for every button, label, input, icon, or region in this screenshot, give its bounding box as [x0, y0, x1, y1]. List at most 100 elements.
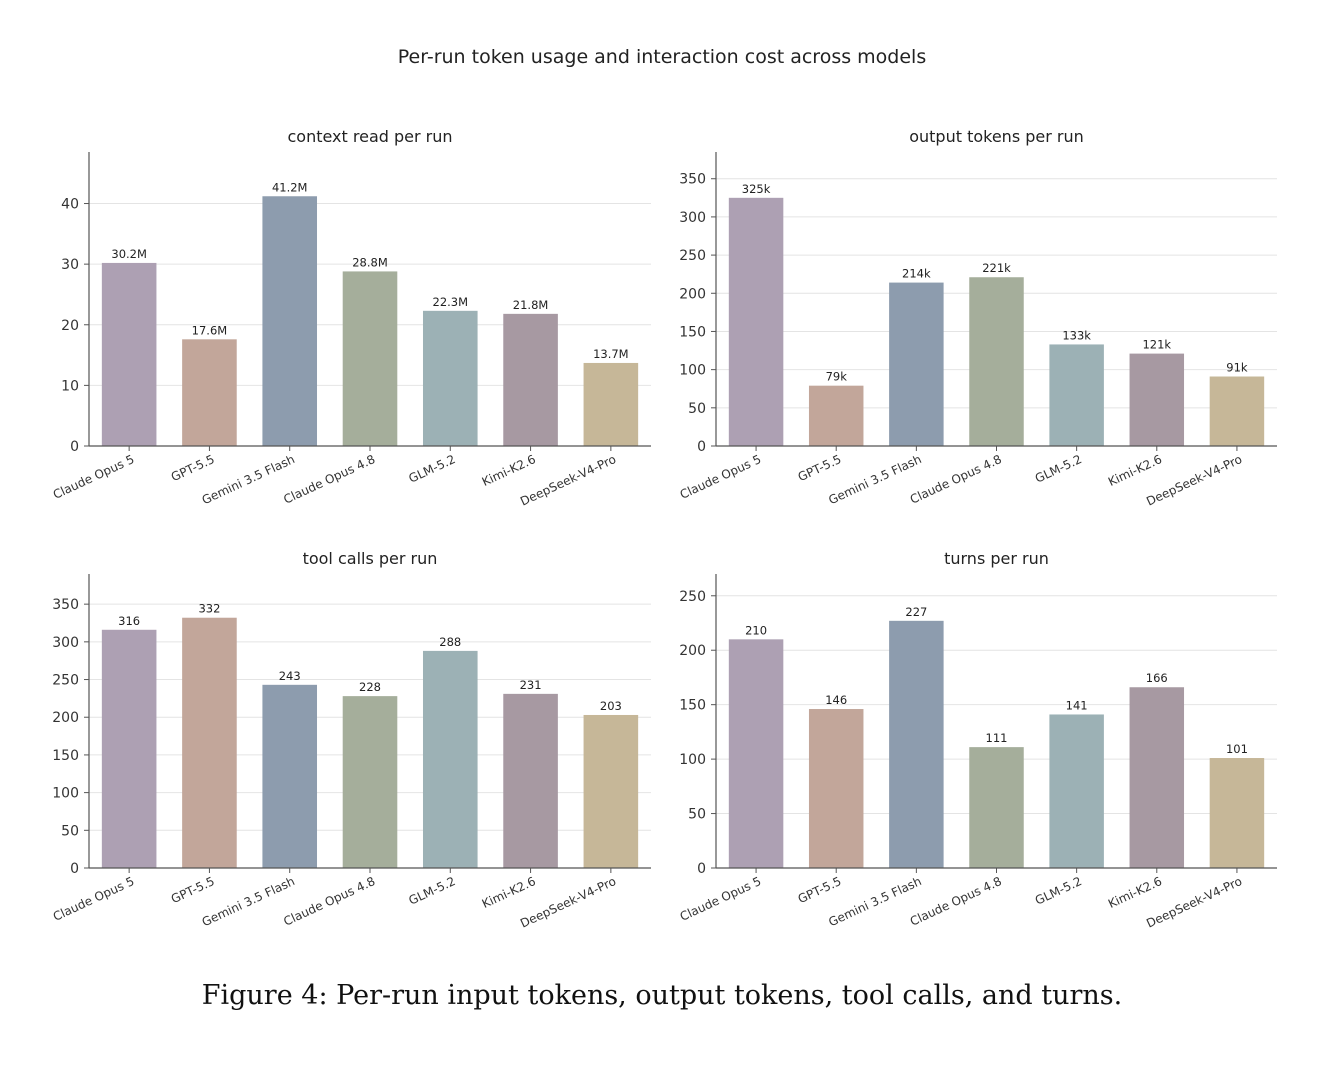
y-tick-label: 100	[679, 363, 706, 379]
data-label: 91k	[1226, 361, 1248, 375]
y-tick-label: 150	[679, 698, 706, 714]
y-tick-label: 200	[679, 286, 706, 302]
y-tick-label: 150	[679, 324, 706, 340]
bar	[342, 271, 398, 446]
y-tick-label: 10	[61, 378, 79, 394]
chart-title: output tokens per run	[909, 127, 1084, 146]
data-label: 316	[118, 614, 140, 628]
x-tick-label: GPT-5.5	[169, 874, 217, 906]
bar	[889, 620, 944, 868]
bar	[422, 310, 478, 446]
data-label: 101	[1226, 742, 1248, 756]
data-label: 332	[198, 602, 220, 616]
x-tick-label: Claude Opus 5	[51, 452, 137, 502]
bar	[1129, 687, 1185, 868]
bar	[342, 696, 398, 868]
x-tick-label: GPT-5.5	[796, 452, 844, 484]
bar	[1209, 376, 1265, 446]
bar	[422, 650, 478, 868]
data-label: 203	[600, 699, 622, 713]
bar	[583, 362, 639, 446]
x-tick-label: Kimi-K2.6	[480, 874, 538, 911]
bar	[182, 617, 237, 868]
bar	[1049, 714, 1104, 868]
data-label: 22.3M	[433, 295, 469, 309]
x-tick-label: GPT-5.5	[796, 874, 844, 906]
charts-canvas: context read per run01020304030.2MClaude…	[51, 127, 1277, 931]
y-tick-label: 150	[52, 748, 79, 764]
data-label: 166	[1146, 671, 1168, 685]
data-label: 13.7M	[593, 347, 629, 361]
y-tick-label: 50	[688, 807, 706, 823]
x-tick-label: GLM-5.2	[407, 452, 458, 486]
data-label: 231	[520, 678, 542, 692]
y-tick-label: 30	[61, 257, 79, 273]
figure-suptitle: Per-run token usage and interaction cost…	[397, 46, 927, 68]
data-label: 28.8M	[352, 255, 388, 269]
data-label: 30.2M	[111, 247, 147, 261]
x-tick-label: Claude Opus 4.8	[908, 452, 1004, 507]
bar	[1209, 758, 1265, 868]
y-tick-label: 100	[52, 786, 79, 802]
x-tick-label: Claude Opus 4.8	[281, 874, 377, 929]
y-tick-label: 0	[697, 439, 706, 455]
data-label: 221k	[982, 261, 1011, 275]
bar	[728, 639, 784, 868]
data-label: 111	[986, 731, 1008, 745]
x-tick-label: Claude Opus 4.8	[908, 874, 1004, 929]
bar	[1129, 353, 1185, 446]
x-tick-label: Kimi-K2.6	[480, 452, 538, 489]
data-label: 325k	[742, 182, 771, 196]
bar	[503, 313, 558, 446]
y-tick-label: 200	[679, 643, 706, 659]
data-label: 121k	[1142, 338, 1171, 352]
y-tick-label: 100	[679, 752, 706, 768]
x-tick-label: GLM-5.2	[407, 874, 458, 908]
data-label: 227	[905, 605, 927, 619]
chart-title: turns per run	[944, 549, 1049, 568]
bar	[808, 709, 864, 868]
chart-title: tool calls per run	[303, 549, 438, 568]
data-label: 133k	[1062, 328, 1091, 342]
y-tick-label: 20	[61, 318, 79, 334]
bar	[889, 282, 944, 446]
bar	[101, 262, 157, 446]
y-tick-label: 350	[679, 172, 706, 188]
x-tick-label: Claude Opus 5	[51, 874, 137, 924]
x-tick-label: Claude Opus 5	[678, 452, 764, 502]
bar	[969, 277, 1024, 446]
y-tick-label: 0	[697, 861, 706, 877]
y-tick-label: 200	[52, 710, 79, 726]
bar	[583, 714, 639, 868]
y-tick-label: 50	[61, 823, 79, 839]
x-tick-label: Kimi-K2.6	[1106, 452, 1164, 489]
data-label: 243	[279, 669, 301, 683]
y-tick-label: 350	[52, 597, 79, 613]
y-tick-label: 40	[61, 197, 79, 213]
x-tick-label: Claude Opus 4.8	[281, 452, 377, 507]
x-tick-label: Kimi-K2.6	[1106, 874, 1164, 911]
y-tick-label: 300	[679, 210, 706, 226]
bar	[1049, 344, 1104, 446]
data-label: 17.6M	[192, 323, 228, 337]
y-tick-label: 250	[679, 248, 706, 264]
chart-title: context read per run	[287, 127, 452, 146]
y-tick-label: 0	[70, 861, 79, 877]
bar	[808, 385, 864, 446]
bar	[101, 629, 157, 868]
bar	[182, 339, 237, 446]
y-tick-label: 250	[52, 673, 79, 689]
bar	[262, 684, 318, 868]
y-tick-label: 50	[688, 401, 706, 417]
data-label: 79k	[826, 370, 848, 384]
data-label: 146	[825, 693, 847, 707]
bar	[969, 747, 1024, 868]
y-tick-label: 0	[70, 439, 79, 455]
data-label: 214k	[902, 267, 931, 281]
figure-caption: Figure 4: Per-run input tokens, output t…	[201, 980, 1123, 1011]
x-tick-label: GPT-5.5	[169, 452, 217, 484]
data-label: 41.2M	[272, 180, 308, 194]
bar	[503, 693, 558, 868]
data-label: 288	[439, 635, 461, 649]
